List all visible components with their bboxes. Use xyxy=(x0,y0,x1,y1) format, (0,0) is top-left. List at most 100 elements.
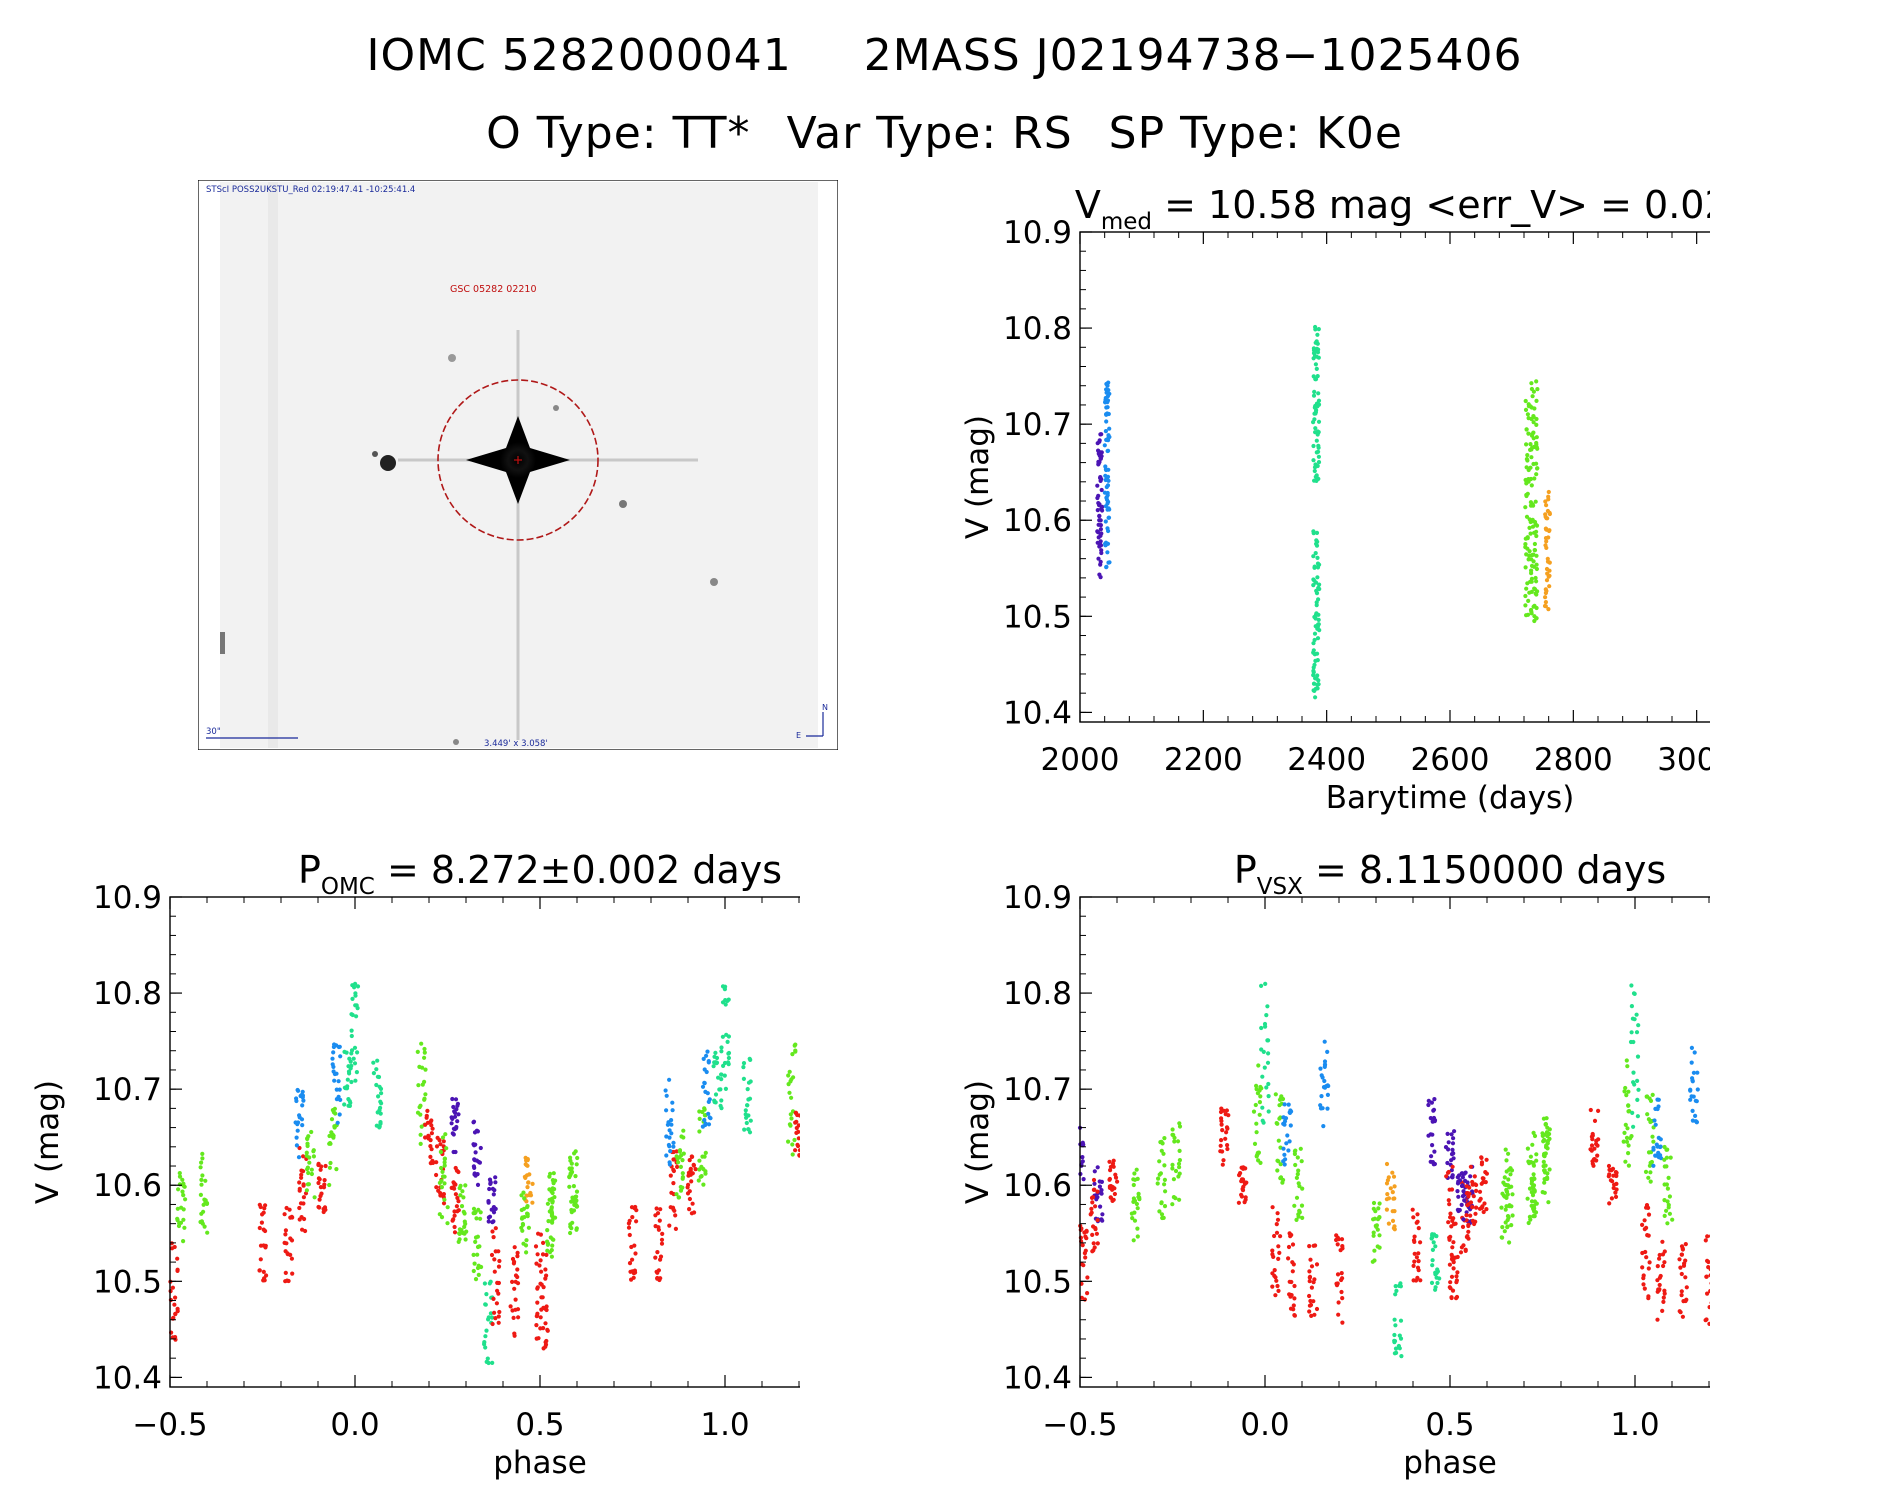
data-point xyxy=(1690,1118,1695,1123)
data-point xyxy=(1312,468,1317,474)
data-point xyxy=(1526,598,1531,603)
data-point xyxy=(438,1149,443,1155)
data-point xyxy=(654,1206,659,1211)
data-point xyxy=(1312,578,1317,583)
data-point xyxy=(1312,637,1317,643)
data-point xyxy=(1312,389,1317,394)
data-point xyxy=(1280,1096,1286,1102)
data-point xyxy=(1544,527,1549,532)
edge-artifact xyxy=(220,632,225,654)
data-point xyxy=(1636,1087,1641,1092)
data-point xyxy=(490,1321,495,1327)
data-point xyxy=(1445,1170,1451,1175)
data-point xyxy=(689,1179,694,1184)
data-point xyxy=(1411,1278,1416,1283)
data-point xyxy=(538,1232,544,1237)
data-point xyxy=(297,1113,302,1118)
data-point xyxy=(172,1302,177,1307)
data-point xyxy=(1449,1295,1454,1301)
data-point xyxy=(1640,1222,1645,1227)
data-point xyxy=(1098,1204,1103,1209)
data-point xyxy=(1463,1248,1468,1253)
data-point xyxy=(493,1316,498,1321)
field-star xyxy=(448,354,456,362)
data-point xyxy=(570,1195,575,1200)
data-point xyxy=(1482,1201,1487,1206)
data-point xyxy=(1534,566,1539,572)
title-symbol: V xyxy=(1075,183,1101,227)
data-point xyxy=(456,1199,461,1204)
data-point xyxy=(1506,1151,1511,1156)
data-point xyxy=(477,1160,482,1165)
data-point xyxy=(1455,1181,1461,1186)
data-point xyxy=(1311,688,1316,693)
data-point xyxy=(262,1206,267,1211)
data-point xyxy=(415,1049,420,1054)
data-point xyxy=(1273,1293,1278,1298)
data-point xyxy=(1664,1208,1669,1213)
data-point xyxy=(1314,600,1319,605)
data-point xyxy=(1177,1148,1182,1153)
x-axis-label: phase xyxy=(1403,1445,1497,1481)
data-point xyxy=(305,1165,310,1170)
data-point xyxy=(1504,1189,1509,1194)
data-point xyxy=(1505,1214,1511,1219)
data-point xyxy=(687,1196,693,1202)
data-point xyxy=(353,1078,358,1083)
data-point xyxy=(1317,582,1322,587)
data-point xyxy=(1533,575,1538,581)
data-point xyxy=(1688,1097,1693,1102)
data-point xyxy=(331,1050,336,1055)
data-point xyxy=(1175,1139,1181,1144)
data-point xyxy=(688,1172,693,1177)
data-point xyxy=(349,1079,354,1085)
data-point xyxy=(1092,1169,1097,1174)
data-point xyxy=(697,1116,702,1121)
light-curve-panel: 200022002400260028003000320010.410.510.6… xyxy=(960,183,1710,816)
data-point xyxy=(1288,1123,1293,1128)
data-point xyxy=(1290,1269,1295,1274)
title-subscript: VSX xyxy=(1257,874,1303,900)
data-point xyxy=(316,1180,321,1186)
data-point xyxy=(1622,1089,1627,1094)
data-point xyxy=(1430,1258,1435,1263)
data-point xyxy=(1099,432,1104,437)
data-point xyxy=(445,1205,450,1210)
data-point xyxy=(1531,559,1536,564)
data-point xyxy=(1429,1280,1435,1285)
data-point xyxy=(1528,607,1534,613)
data-point xyxy=(719,1077,724,1082)
data-point xyxy=(1293,1162,1298,1168)
data-point xyxy=(1635,1097,1640,1102)
data-point xyxy=(1542,1168,1547,1173)
data-point xyxy=(1104,484,1109,490)
variability-type: Var Type: RS xyxy=(786,108,1073,159)
data-point xyxy=(1320,1106,1325,1111)
data-point xyxy=(1614,1170,1619,1175)
data-point xyxy=(523,1155,528,1160)
data-point xyxy=(1532,1133,1538,1139)
data-point xyxy=(1314,475,1319,480)
data-point xyxy=(520,1221,526,1227)
y-tick-label: 10.7 xyxy=(1003,407,1072,443)
data-point xyxy=(451,1132,456,1137)
data-point xyxy=(1093,1204,1098,1209)
data-point xyxy=(1105,501,1110,506)
data-point xyxy=(632,1268,638,1273)
data-point xyxy=(1375,1227,1380,1232)
data-point xyxy=(744,1115,749,1120)
data-point xyxy=(1307,1274,1313,1279)
data-point xyxy=(793,1110,798,1115)
data-point xyxy=(1162,1177,1167,1182)
data-point xyxy=(1445,1160,1450,1166)
data-point xyxy=(450,1116,455,1121)
data-point xyxy=(1506,1167,1512,1172)
data-point xyxy=(1219,1138,1224,1143)
data-point xyxy=(182,1184,187,1189)
field-star xyxy=(380,455,396,471)
data-point xyxy=(462,1224,467,1229)
data-point xyxy=(1528,476,1534,482)
data-point xyxy=(355,984,361,989)
data-point xyxy=(1322,1078,1327,1084)
data-point xyxy=(173,1311,178,1316)
